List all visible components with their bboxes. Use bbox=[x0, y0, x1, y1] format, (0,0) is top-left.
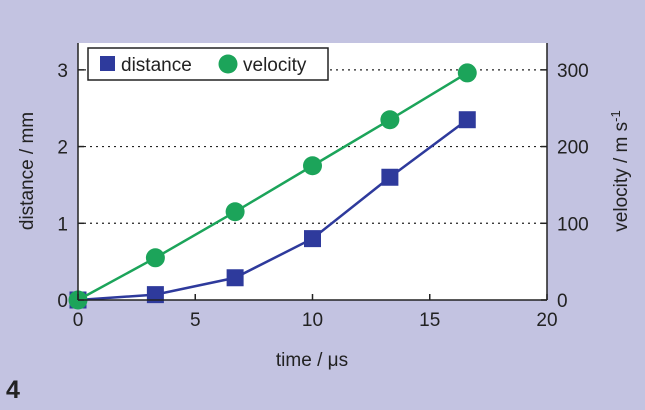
y-right-tick-label-300: 300 bbox=[557, 61, 589, 82]
legend: distance velocity bbox=[87, 47, 329, 81]
legend-distance-marker bbox=[100, 56, 115, 71]
x-tick-label-0: 0 bbox=[73, 310, 84, 331]
series-line-velocity bbox=[77, 71, 468, 302]
point-velocity-1 bbox=[145, 248, 165, 268]
point-velocity-3 bbox=[303, 156, 322, 176]
axes bbox=[77, 43, 548, 301]
legend-velocity-marker bbox=[218, 54, 238, 74]
y-right-tick-label-0: 0 bbox=[557, 291, 568, 312]
x-tick-label-5: 5 bbox=[190, 310, 201, 331]
y-right-tick-label-100: 100 bbox=[557, 214, 589, 235]
y-axis-left-label: distance / mm bbox=[17, 112, 38, 230]
legend-box bbox=[87, 47, 329, 81]
point-distance-1 bbox=[146, 286, 164, 304]
point-velocity-2 bbox=[225, 202, 245, 222]
y-left-tick-label-2: 2 bbox=[57, 138, 68, 159]
point-distance-4 bbox=[381, 168, 399, 186]
y-axis-right-label-sup: -1 bbox=[608, 110, 623, 122]
y-axis-right-label: velocity / m s-1 bbox=[608, 110, 632, 231]
y-left-tick-label-1: 1 bbox=[57, 214, 68, 235]
x-tick-label-10: 10 bbox=[302, 310, 323, 331]
x-tick-label-15: 15 bbox=[419, 310, 440, 331]
point-distance-2 bbox=[226, 269, 244, 287]
y-right-tick-label-200: 200 bbox=[557, 138, 589, 159]
point-velocity-4 bbox=[380, 110, 400, 130]
legend-velocity-label: velocity bbox=[243, 55, 307, 76]
figure-number: 4 bbox=[6, 376, 20, 404]
point-distance-3 bbox=[304, 230, 321, 248]
legend-distance-label: distance bbox=[121, 55, 192, 76]
y-left-tick-label-3: 3 bbox=[57, 61, 68, 82]
point-velocity-5 bbox=[457, 63, 477, 83]
x-axis-label: time / μs bbox=[276, 350, 348, 371]
y-left-tick-label-0: 0 bbox=[57, 291, 68, 312]
y-axis-right-label-main: velocity / m s bbox=[611, 122, 632, 232]
x-tick-label-20: 20 bbox=[536, 310, 557, 331]
series-line-distance bbox=[77, 118, 469, 302]
point-distance-5 bbox=[458, 111, 476, 129]
series-layer bbox=[68, 63, 477, 310]
